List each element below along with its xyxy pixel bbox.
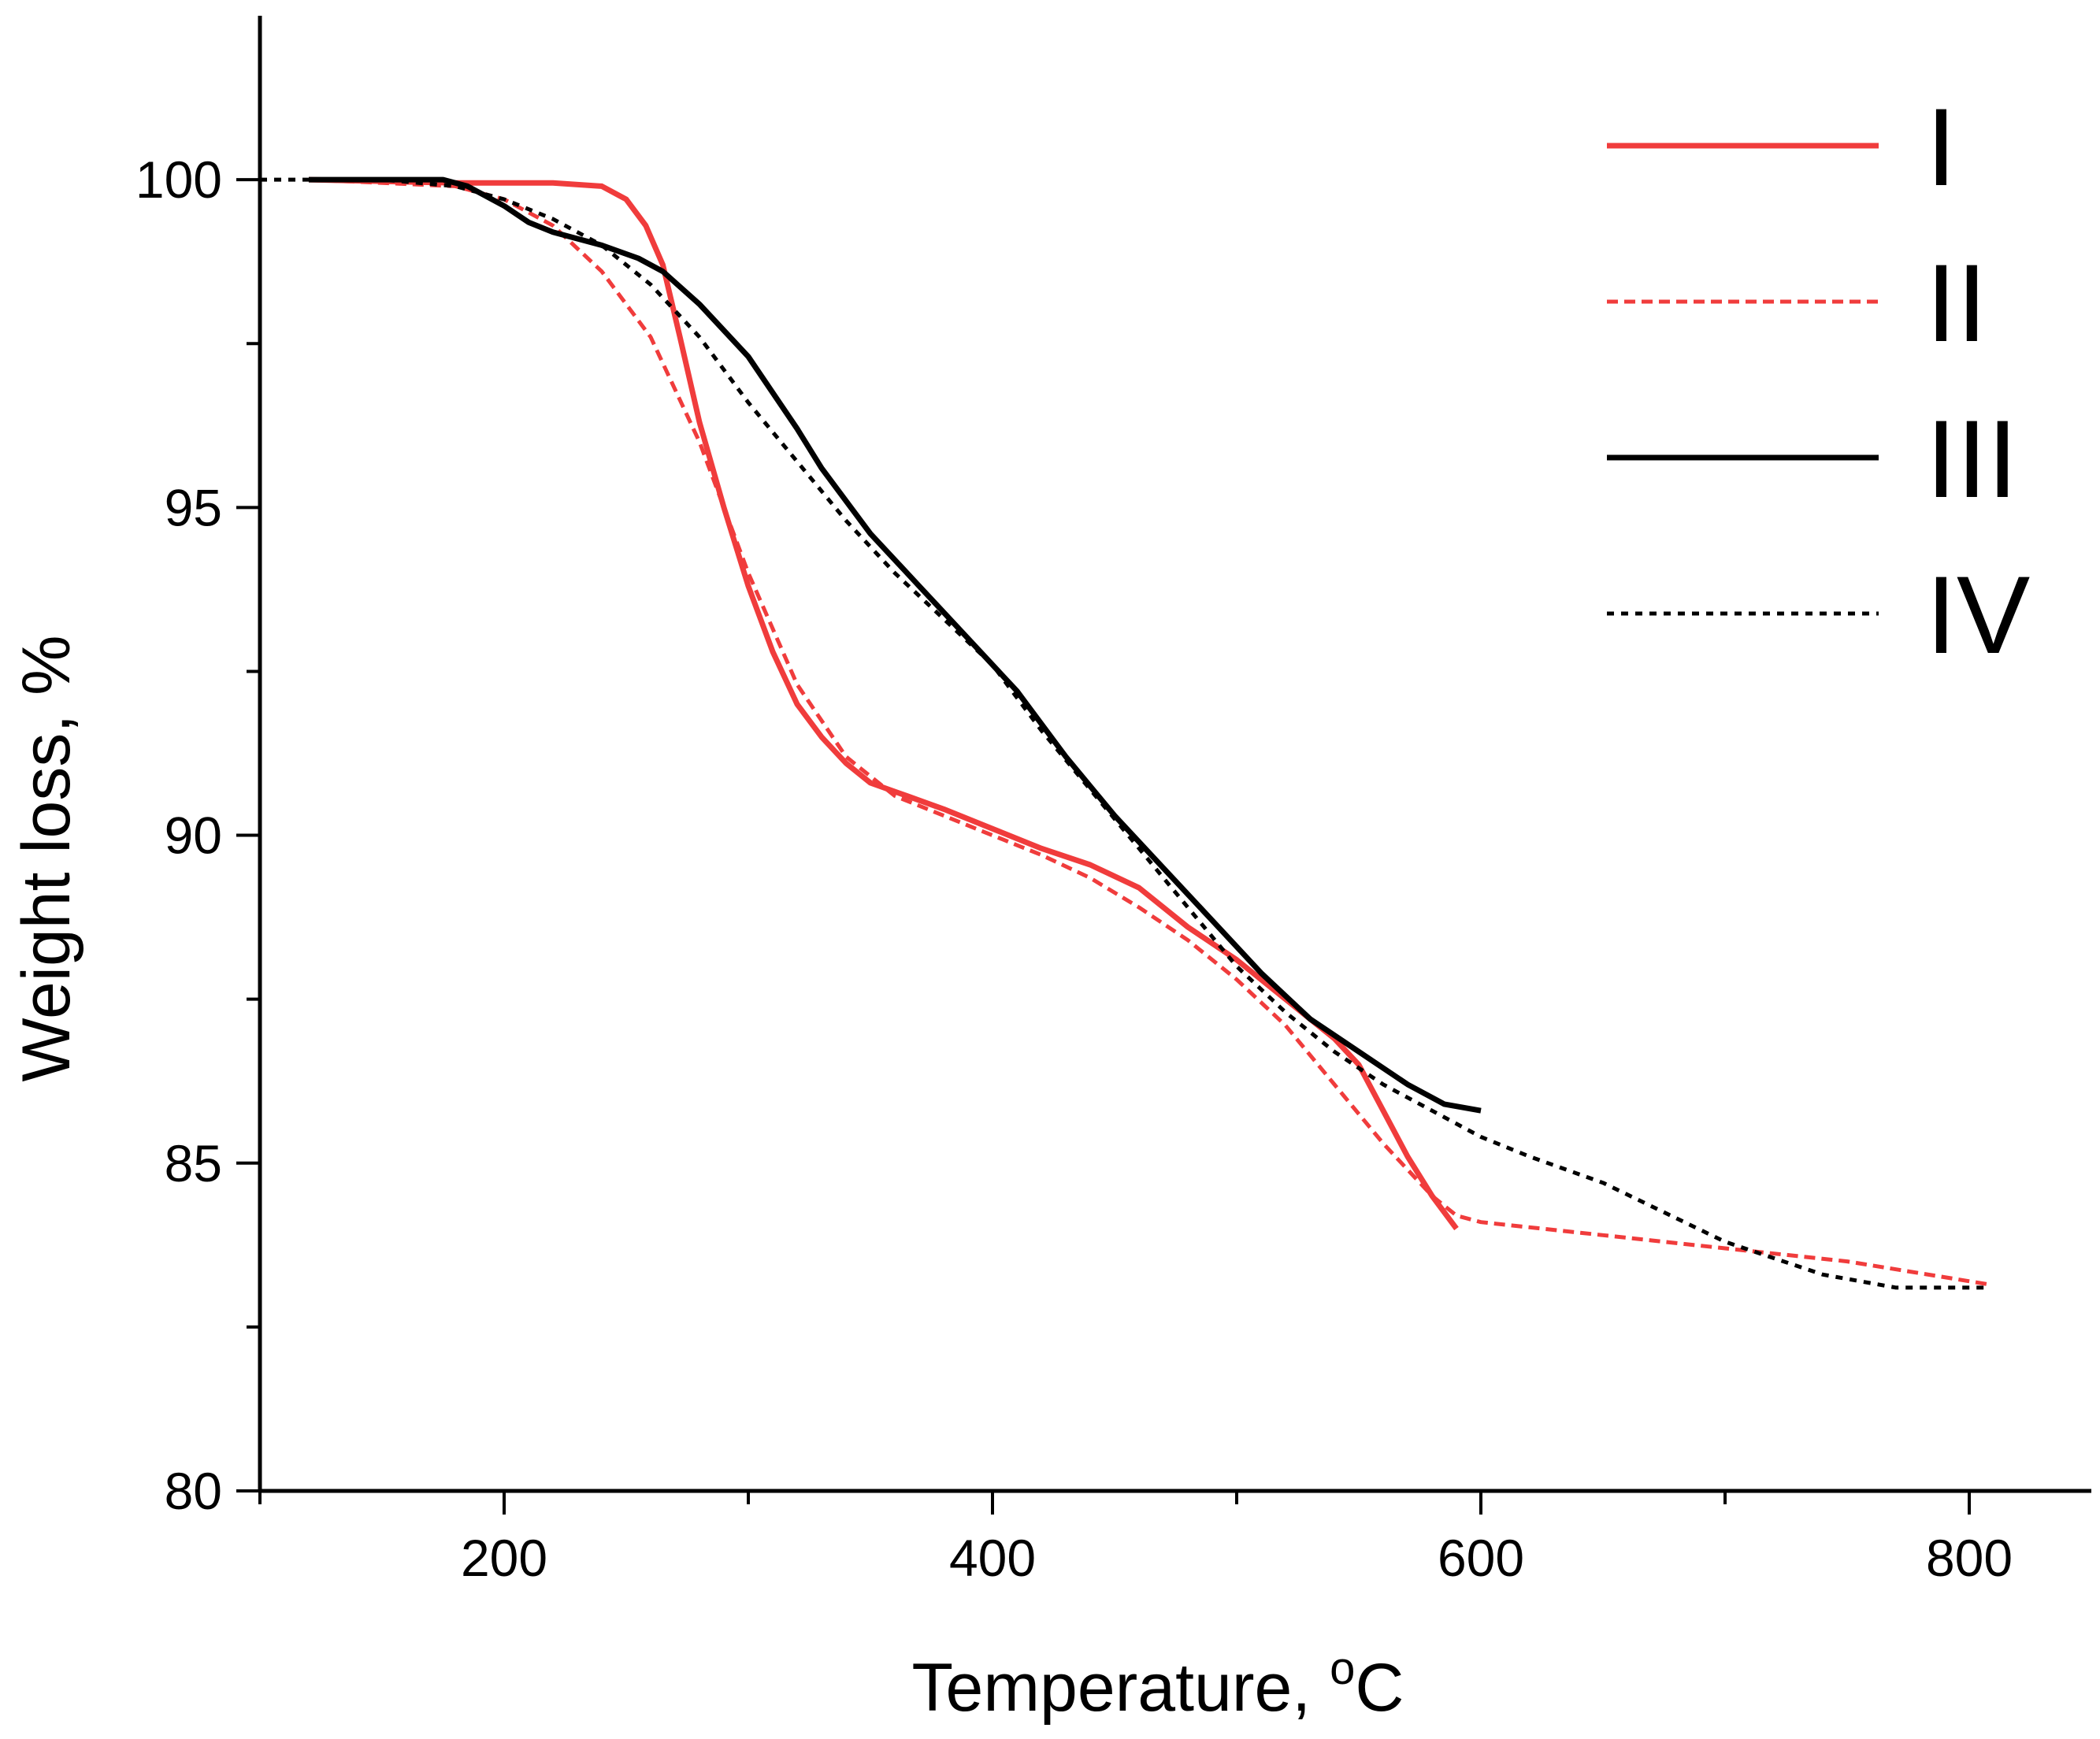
- x-tick-label: 400: [949, 1529, 1036, 1587]
- y-tick-label: 85: [165, 1134, 222, 1192]
- series-line-II: [308, 177, 1990, 1287]
- legend-label-III: III: [1926, 397, 2018, 521]
- axes-layer: [258, 16, 2091, 1493]
- y-tick-label: 100: [135, 150, 222, 209]
- x-tick-label: 800: [1926, 1529, 2013, 1587]
- x-tick-label: 200: [461, 1529, 547, 1587]
- minor-ticks: [247, 342, 1727, 1504]
- x-tick-label: 600: [1438, 1529, 1524, 1587]
- legend-label-II: II: [1926, 241, 1987, 365]
- y-axis-title: Weight loss, %: [9, 635, 84, 1081]
- series-line-III: [309, 176, 1482, 1114]
- legend-label-I: I: [1926, 85, 1957, 209]
- tick-labels: 200 400 600 800 80 85 90 95 100: [135, 150, 2013, 1587]
- x-axis-title-unit: C: [1355, 1650, 1404, 1726]
- y-tick-label: 95: [165, 478, 222, 536]
- x-axis-title: Temperature, oC: [912, 1643, 1404, 1726]
- series-line-IV: [260, 177, 1989, 1290]
- y-tick-label: 80: [165, 1462, 222, 1520]
- legend-label-IV: IV: [1926, 553, 2030, 677]
- x-axis-title-superscript: o: [1330, 1643, 1355, 1694]
- series-layer: [260, 176, 1990, 1290]
- major-ticks: [236, 178, 1971, 1515]
- x-axis-title-text: Temperature,: [912, 1650, 1330, 1726]
- series-line-I: [308, 176, 1459, 1231]
- y-tick-label: 90: [165, 806, 222, 865]
